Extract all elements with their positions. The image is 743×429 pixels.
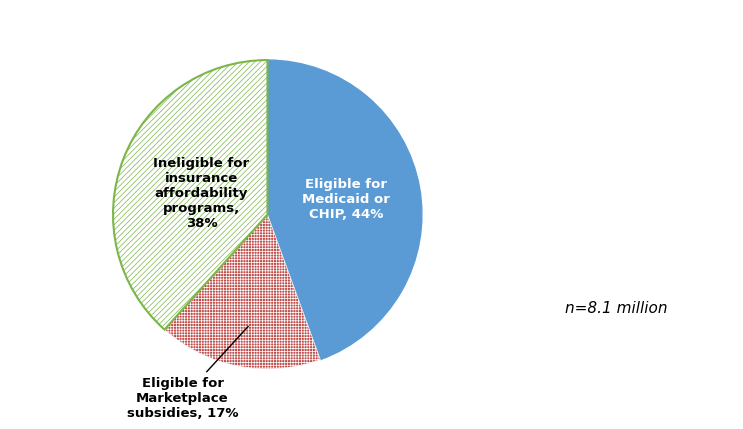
Text: Ineligible for
insurance
affordability
programs,
38%: Ineligible for insurance affordability p…: [153, 157, 250, 230]
Text: Eligible for
Marketplace
subsidies, 17%: Eligible for Marketplace subsidies, 17%: [127, 326, 248, 420]
Wedge shape: [164, 214, 320, 369]
Text: n=8.1 million: n=8.1 million: [565, 302, 668, 316]
Text: Eligible for
Medicaid or
CHIP, 44%: Eligible for Medicaid or CHIP, 44%: [302, 178, 390, 221]
Wedge shape: [267, 60, 422, 360]
Wedge shape: [113, 60, 267, 329]
